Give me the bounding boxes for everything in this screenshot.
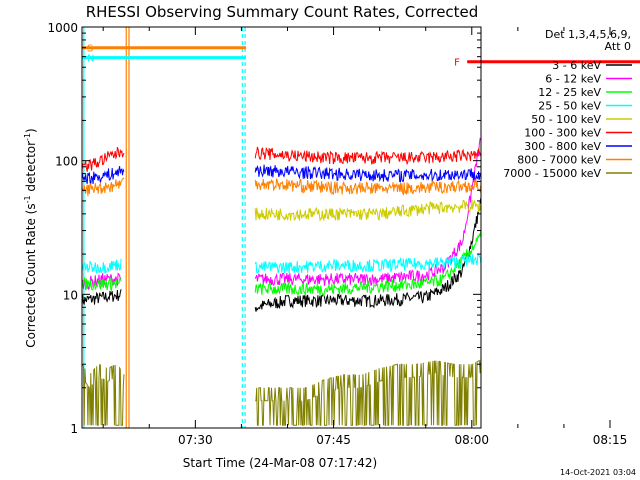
legend-entry-4: 50 - 100 keV (531, 113, 601, 126)
series-5-segment-0 (82, 147, 125, 172)
series-4 (254, 199, 481, 222)
series-7 (82, 177, 481, 197)
y-axis-label-part2: detector (24, 141, 38, 196)
x-tick-label-3: 08:15 (593, 433, 628, 447)
legend-header-line1: Det 1,3,4,5,6,9, (545, 28, 631, 41)
y-axis-label-part1: Corrected Count Rate (s (24, 203, 38, 347)
legend-entry-8: 7000 - 15000 keV (503, 167, 601, 180)
flag-label-0: S (87, 44, 93, 55)
series-6-segment-1 (254, 164, 481, 183)
y-axis-label-sup1: -1 (23, 195, 32, 203)
x-tick-label-1: 07:45 (316, 433, 351, 447)
vertical-markers (83, 27, 246, 428)
legend-header-line2: Att 0 (605, 40, 631, 53)
legend-entry-3: 25 - 50 keV (538, 100, 601, 113)
series-8-segment-1 (255, 359, 481, 426)
legend-entry-6: 300 - 800 keV (524, 140, 601, 153)
series-8-segment-0 (82, 363, 125, 426)
series-3-segment-0 (82, 258, 122, 274)
legend-entry-2: 12 - 25 keV (538, 86, 601, 99)
series-3 (82, 254, 481, 274)
y-axis-label: Corrected Count Rate (s-1 detector-1) (23, 128, 38, 347)
flag-bars: SN F (82, 44, 640, 69)
x-tick-label-2: 08:00 (454, 433, 489, 447)
series-4-segment-0 (254, 199, 481, 222)
y-tick-label-2: 10 (63, 288, 78, 302)
legend-entry-5: 100 - 300 keV (524, 127, 601, 140)
series-1 (82, 137, 481, 291)
series-7-segment-1 (254, 177, 481, 196)
flag-label-1: N (87, 54, 94, 65)
legend-entry-0: 3 - 6 keV (552, 59, 601, 72)
series-5-segment-1 (254, 146, 481, 166)
generation-timestamp: 14-Oct-2021 03:04 (560, 468, 636, 477)
y-tick-label-3: 1 (70, 422, 78, 436)
series-8 (82, 359, 481, 426)
series-lines (82, 137, 481, 426)
series-7-segment-0 (82, 177, 125, 197)
y-tick-label-1: 100 (55, 155, 78, 169)
x-tick-label-0: 07:30 (178, 433, 213, 447)
y-tick-label-0: 1000 (47, 21, 78, 35)
series-6-segment-0 (82, 166, 125, 185)
flag-label-2: F (454, 58, 460, 69)
series-2-segment-0 (82, 276, 122, 292)
series-2-segment-1 (254, 230, 481, 297)
plot-frame (81, 26, 482, 429)
legend-entry-1: 6 - 12 keV (545, 73, 601, 86)
y-axis-label-part3: ) (24, 128, 38, 133)
series-6 (82, 164, 481, 185)
series-1-segment-1 (254, 137, 481, 288)
x-axis-label: Start Time (24-Mar-08 07:17:42) (183, 456, 377, 470)
series-3-segment-1 (254, 254, 481, 274)
series-0-segment-0 (82, 289, 122, 308)
y-axis-label-sup2: -1 (23, 133, 32, 141)
series-0-segment-1 (254, 197, 481, 312)
series-0 (82, 197, 481, 312)
legend-entry-7: 800 - 7000 keV (517, 154, 601, 167)
series-2 (82, 230, 481, 297)
chart-title: RHESSI Observing Summary Count Rates, Co… (86, 3, 479, 21)
series-1-segment-0 (82, 272, 122, 291)
series-5 (82, 146, 481, 172)
